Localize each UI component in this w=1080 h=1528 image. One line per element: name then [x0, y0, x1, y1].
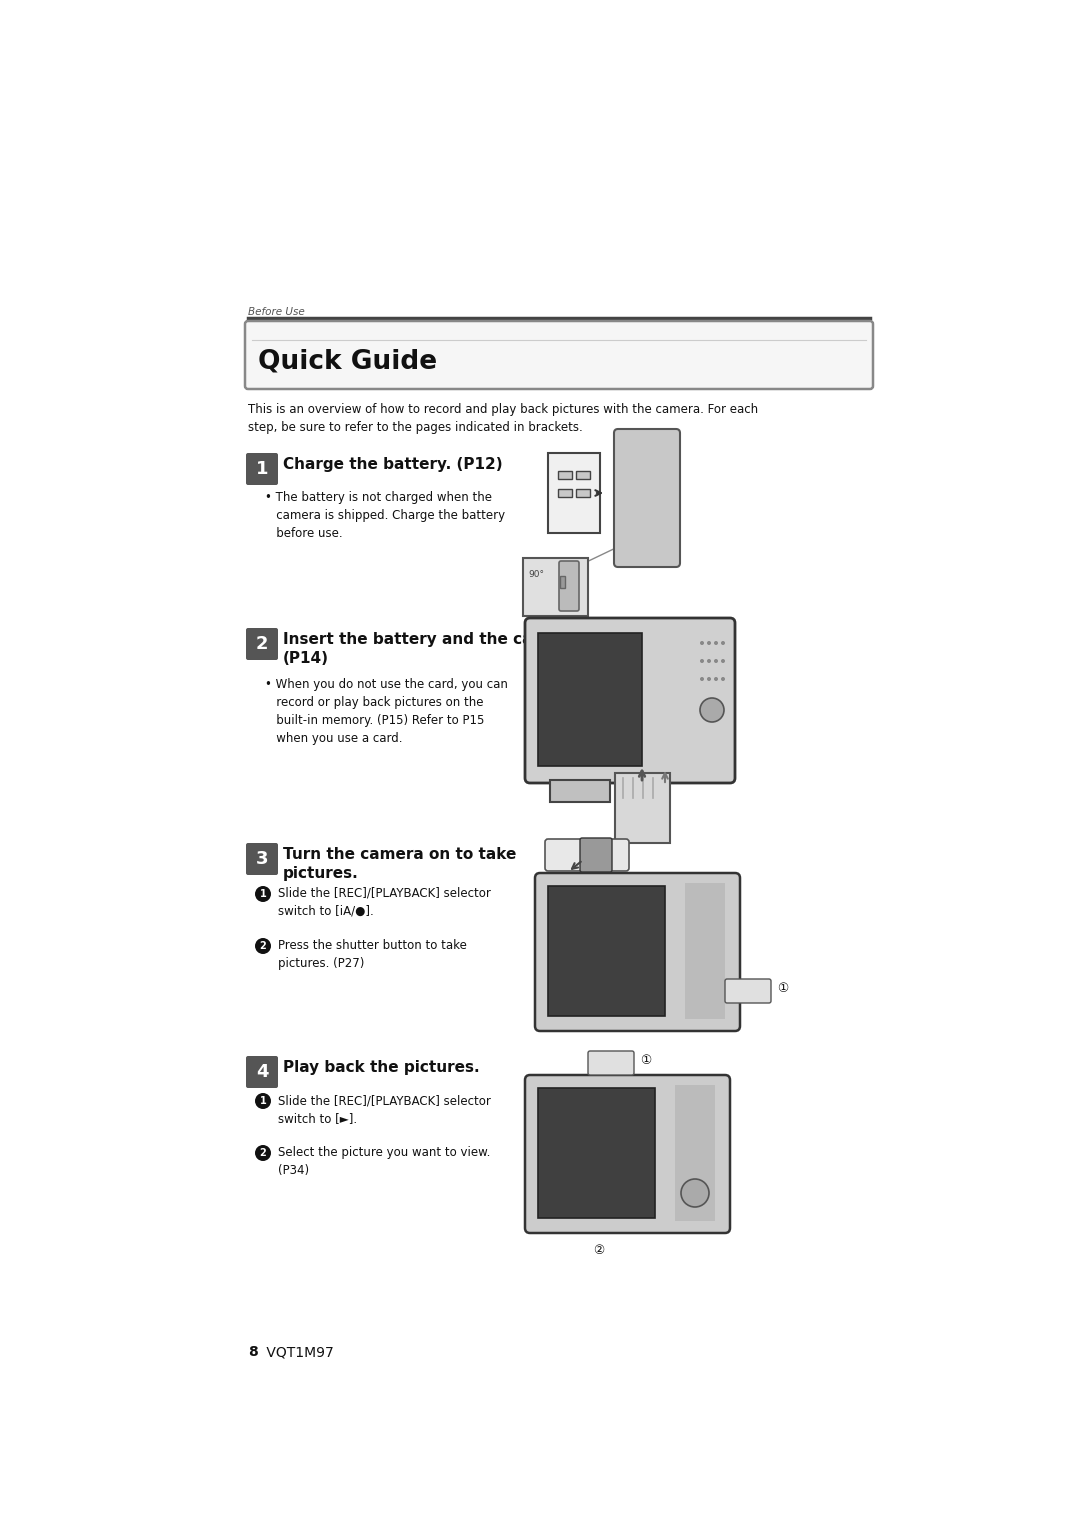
Text: Slide the [REC]/[PLAYBACK] selector
switch to [►].: Slide the [REC]/[PLAYBACK] selector swit… [278, 1094, 491, 1125]
FancyBboxPatch shape [725, 979, 771, 1002]
Text: Slide the [REC]/[PLAYBACK] selector
switch to [iA/●].: Slide the [REC]/[PLAYBACK] selector swit… [278, 886, 491, 918]
FancyBboxPatch shape [580, 837, 612, 872]
Text: VQT1M97: VQT1M97 [262, 1345, 334, 1358]
FancyBboxPatch shape [525, 1076, 730, 1233]
Text: 2: 2 [256, 636, 268, 652]
Text: 8: 8 [248, 1345, 258, 1358]
FancyBboxPatch shape [535, 872, 740, 1031]
Text: 1: 1 [259, 889, 267, 898]
FancyBboxPatch shape [588, 1051, 634, 1076]
Text: Insert the battery and the card.
(P14): Insert the battery and the card. (P14) [283, 633, 556, 666]
Text: ②: ② [593, 1244, 604, 1256]
Ellipse shape [700, 677, 704, 681]
Ellipse shape [700, 642, 704, 645]
FancyBboxPatch shape [561, 576, 565, 588]
Ellipse shape [681, 1180, 708, 1207]
Ellipse shape [700, 698, 724, 723]
FancyBboxPatch shape [550, 779, 610, 802]
Text: OFF: OFF [556, 851, 570, 859]
Text: Charge the battery. (P12): Charge the battery. (P12) [283, 457, 502, 472]
FancyBboxPatch shape [525, 617, 735, 782]
Text: • When you do not use the card, you can
   record or play back pictures on the
 : • When you do not use the card, you can … [265, 678, 508, 746]
FancyBboxPatch shape [246, 628, 278, 660]
FancyBboxPatch shape [548, 452, 600, 533]
Ellipse shape [707, 677, 711, 681]
Text: 2: 2 [259, 941, 267, 950]
Text: Turn the camera on to take
pictures.: Turn the camera on to take pictures. [283, 847, 516, 880]
Ellipse shape [255, 1144, 271, 1161]
Ellipse shape [700, 659, 704, 663]
Ellipse shape [714, 659, 718, 663]
Text: ►: ► [731, 987, 738, 996]
FancyBboxPatch shape [559, 561, 579, 611]
Ellipse shape [721, 642, 725, 645]
Text: Press the shutter button to take
pictures. (P27): Press the shutter button to take picture… [278, 940, 467, 970]
FancyBboxPatch shape [538, 1088, 654, 1218]
FancyBboxPatch shape [246, 452, 278, 484]
Ellipse shape [255, 886, 271, 902]
Text: • The battery is not charged when the
   camera is shipped. Charge the battery
 : • The battery is not charged when the ca… [265, 490, 505, 539]
FancyBboxPatch shape [246, 843, 278, 876]
Text: 1: 1 [256, 460, 268, 478]
FancyBboxPatch shape [675, 1085, 715, 1221]
Text: ●: ● [620, 1060, 626, 1067]
Text: ①: ① [640, 1054, 651, 1068]
FancyBboxPatch shape [615, 773, 670, 843]
FancyBboxPatch shape [685, 883, 725, 1019]
Ellipse shape [714, 642, 718, 645]
Text: ON: ON [605, 851, 616, 859]
FancyBboxPatch shape [538, 633, 642, 766]
FancyBboxPatch shape [545, 839, 629, 871]
FancyBboxPatch shape [558, 471, 572, 478]
Text: ②: ② [593, 854, 604, 866]
Ellipse shape [255, 1093, 271, 1109]
Text: 1: 1 [259, 1096, 267, 1106]
Text: ●: ● [757, 989, 764, 995]
FancyBboxPatch shape [245, 321, 873, 390]
FancyBboxPatch shape [576, 471, 590, 478]
Ellipse shape [721, 659, 725, 663]
Text: 4: 4 [256, 1063, 268, 1080]
Text: Play back the pictures.: Play back the pictures. [283, 1060, 480, 1076]
Text: Select the picture you want to view.
(P34): Select the picture you want to view. (P3… [278, 1146, 490, 1177]
FancyBboxPatch shape [576, 489, 590, 497]
Text: 2: 2 [259, 1148, 267, 1158]
FancyBboxPatch shape [558, 489, 572, 497]
Text: 90°: 90° [528, 570, 544, 579]
Ellipse shape [255, 938, 271, 953]
FancyBboxPatch shape [615, 429, 680, 567]
Ellipse shape [707, 659, 711, 663]
FancyBboxPatch shape [246, 1056, 278, 1088]
Ellipse shape [707, 642, 711, 645]
Text: This is an overview of how to record and play back pictures with the camera. For: This is an overview of how to record and… [248, 403, 758, 434]
FancyBboxPatch shape [523, 558, 588, 616]
Text: Before Use: Before Use [248, 307, 305, 316]
Text: ►: ► [594, 1059, 600, 1068]
Ellipse shape [714, 677, 718, 681]
FancyBboxPatch shape [548, 886, 665, 1016]
Text: iA: iA [743, 987, 751, 996]
Text: 3: 3 [256, 850, 268, 868]
Ellipse shape [721, 677, 725, 681]
Text: ①: ① [777, 983, 788, 996]
Text: iA: iA [606, 1059, 613, 1068]
Text: Quick Guide: Quick Guide [258, 348, 437, 374]
